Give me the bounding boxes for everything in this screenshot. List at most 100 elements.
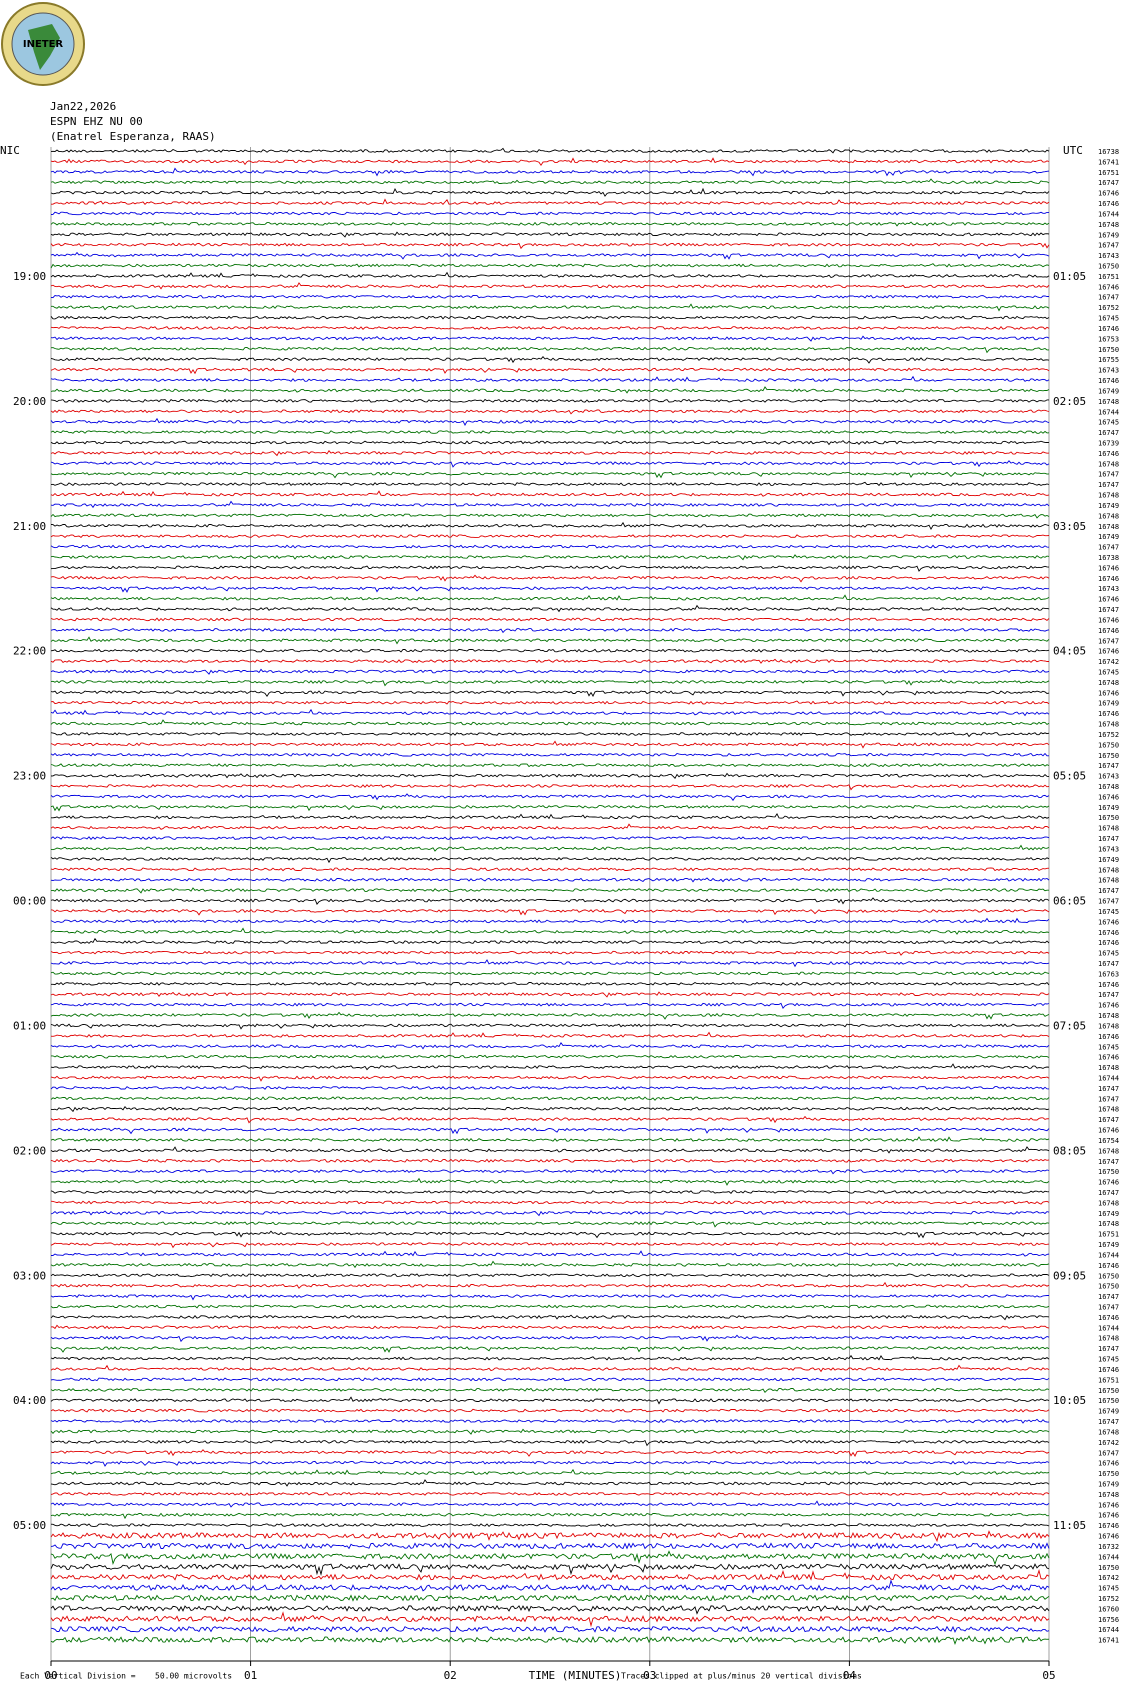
footer-clip: Traces clipped at plus/minus 20 vertical… <box>621 1672 862 1681</box>
trace <box>50 430 1050 435</box>
trace <box>50 1491 1050 1496</box>
x-tick-label: 02 <box>444 1669 457 1682</box>
line-count: 16747 <box>1098 1085 1119 1093</box>
trace <box>50 1605 1050 1615</box>
line-count: 16763 <box>1098 970 1119 978</box>
line-count: 16745 <box>1098 315 1119 323</box>
trace <box>50 1200 1050 1205</box>
left-time-label: 02:00 <box>13 1144 46 1157</box>
trace <box>50 823 1050 831</box>
line-count: 16746 <box>1098 1512 1119 1520</box>
line-count: 16745 <box>1098 1043 1119 1051</box>
line-count: 16749 <box>1098 533 1119 541</box>
trace <box>50 1230 1050 1239</box>
trace <box>50 1096 1050 1102</box>
trace <box>50 544 1050 549</box>
trace <box>50 1177 1050 1186</box>
trace <box>50 534 1050 539</box>
trace <box>50 460 1050 468</box>
line-count: 16745 <box>1098 669 1119 677</box>
line-count: 16747 <box>1098 835 1119 843</box>
line-count: 16744 <box>1098 1074 1119 1082</box>
line-count: 16748 <box>1098 460 1119 468</box>
line-count: 16744 <box>1098 1553 1119 1561</box>
line-count: 16749 <box>1098 387 1119 395</box>
trace <box>50 187 1050 197</box>
trace <box>50 708 1050 717</box>
trace <box>50 490 1050 497</box>
line-count: 16747 <box>1098 1345 1119 1353</box>
trace <box>50 1377 1050 1382</box>
line-count: 16745 <box>1098 1585 1119 1593</box>
trace <box>50 367 1050 375</box>
line-count: 16749 <box>1098 804 1119 812</box>
trace <box>50 1281 1050 1289</box>
header-date: Jan22,2026 <box>50 100 116 113</box>
trace <box>50 565 1050 572</box>
line-count: 16746 <box>1098 575 1119 583</box>
line-count: 16746 <box>1098 689 1119 697</box>
line-count: 16746 <box>1098 981 1119 989</box>
line-count: 16743 <box>1098 773 1119 781</box>
trace <box>50 1396 1050 1405</box>
line-count: 16747 <box>1098 544 1119 552</box>
trace <box>50 1146 1050 1154</box>
trace <box>50 844 1050 852</box>
line-count: 16756 <box>1098 1616 1119 1624</box>
line-count: 16746 <box>1098 1179 1119 1187</box>
trace <box>50 867 1050 872</box>
line-count: 16752 <box>1098 1595 1119 1603</box>
line-count: 16743 <box>1098 367 1119 375</box>
line-count: 16750 <box>1098 741 1119 749</box>
line-count: 16745 <box>1098 419 1119 427</box>
line-count: 16746 <box>1098 1533 1119 1541</box>
footer-division: Each Vertical Division = <box>20 1672 136 1681</box>
trace <box>50 719 1050 726</box>
trace <box>50 604 1050 613</box>
trace <box>50 1086 1050 1090</box>
line-count: 16748 <box>1098 523 1119 531</box>
line-count: 16750 <box>1098 814 1119 822</box>
trace <box>50 315 1050 320</box>
trace <box>50 678 1050 687</box>
line-count: 16749 <box>1098 502 1119 510</box>
right-time-label: 04:05 <box>1053 645 1086 658</box>
line-count: 16747 <box>1098 429 1119 437</box>
left-time-label: 03:00 <box>13 1269 46 1282</box>
right-time-label: 10:05 <box>1053 1394 1086 1407</box>
line-count: 16750 <box>1098 346 1119 354</box>
trace <box>50 950 1050 956</box>
trace <box>50 959 1050 968</box>
left-time-label: 00:00 <box>13 895 46 908</box>
right-time-label: 03:05 <box>1053 520 1086 533</box>
trace <box>50 1408 1050 1413</box>
trace <box>50 1449 1050 1457</box>
line-count: 16746 <box>1098 939 1119 947</box>
line-count: 16746 <box>1098 793 1119 801</box>
line-count: 16747 <box>1098 1095 1119 1103</box>
trace <box>50 1011 1050 1020</box>
line-count: 16747 <box>1098 1293 1119 1301</box>
trace <box>50 772 1050 779</box>
line-count: 16745 <box>1098 950 1119 958</box>
left-time-label: 20:00 <box>13 395 46 408</box>
trace <box>50 251 1050 260</box>
trace <box>50 1418 1050 1424</box>
trace <box>51 1250 1050 1257</box>
trace <box>50 1479 1050 1487</box>
trace <box>50 1210 1050 1217</box>
trace <box>50 763 1050 768</box>
footer-scale: 50.00 microvolts <box>155 1672 232 1681</box>
trace <box>50 877 1050 883</box>
trace <box>50 1530 1050 1543</box>
line-count: 16749 <box>1098 856 1119 864</box>
line-count: 16745 <box>1098 908 1119 916</box>
trace <box>50 1075 1050 1082</box>
line-count: 16748 <box>1098 1012 1119 1020</box>
trace <box>50 386 1050 394</box>
line-count: 16748 <box>1098 221 1119 229</box>
line-count: 16746 <box>1098 616 1119 624</box>
trace <box>50 147 1050 154</box>
trace <box>50 211 1050 216</box>
line-count: 16744 <box>1098 1626 1119 1634</box>
